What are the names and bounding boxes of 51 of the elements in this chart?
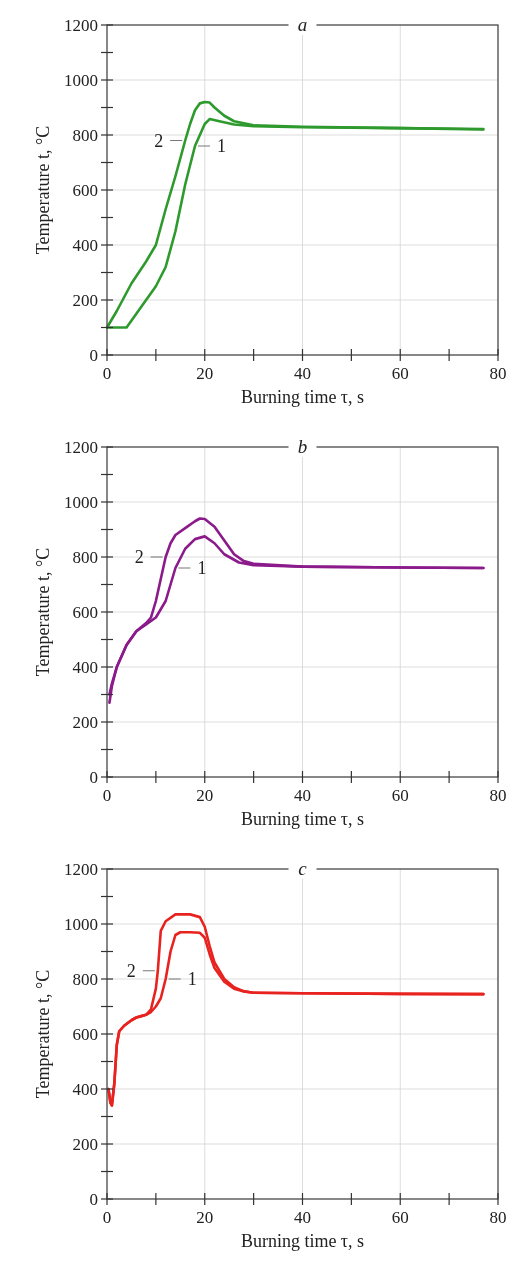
series-label: 1 <box>197 558 207 579</box>
x-tick-label: 40 <box>294 1208 311 1227</box>
y-axis-title: Temperature t, °C <box>33 547 53 677</box>
x-tick-label: 40 <box>294 364 311 383</box>
y-tick-label: 1200 <box>64 15 98 35</box>
x-tick-label: 20 <box>196 1208 214 1227</box>
x-tick-label: 0 <box>102 1208 112 1227</box>
series-label: 2 <box>134 547 144 568</box>
x-axis-title: Burning time τ, s <box>240 1231 365 1251</box>
y-tick-label: 800 <box>72 125 98 145</box>
y-tick-label: 600 <box>72 180 98 200</box>
x-tick-label: 80 <box>489 364 507 383</box>
x-tick-label: 0 <box>102 364 112 383</box>
y-axis-title: Temperature t, °C <box>33 125 53 255</box>
y-tick-label: 200 <box>72 712 98 732</box>
y-tick-label: 800 <box>72 547 98 567</box>
x-tick-label: 0 <box>102 786 112 805</box>
x-tick-label: 40 <box>294 786 311 805</box>
series-label: 1 <box>187 969 197 990</box>
x-tick-label: 80 <box>489 786 507 805</box>
y-tick-label: 1000 <box>64 914 98 934</box>
y-tick-label: 600 <box>72 602 98 622</box>
x-tick-label: 20 <box>196 786 214 805</box>
x-tick-label: 80 <box>489 1208 507 1227</box>
y-tick-label: 0 <box>89 1189 98 1209</box>
y-tick-label: 1000 <box>64 492 98 512</box>
x-tick-label: 60 <box>391 364 409 383</box>
y-tick-label: 400 <box>72 657 98 677</box>
y-tick-label: 1200 <box>64 437 98 457</box>
series-label: 2 <box>154 130 164 151</box>
chart-title: c <box>298 858 308 879</box>
chart-title: a <box>297 14 308 35</box>
y-axis-title: Temperature t, °C <box>33 969 53 1099</box>
y-tick-label: 200 <box>72 290 98 310</box>
x-tick-label: 60 <box>391 786 409 805</box>
x-axis-title: Burning time τ, s <box>240 809 365 829</box>
series-label: 2 <box>126 961 136 982</box>
y-tick-label: 1200 <box>64 859 98 879</box>
y-tick-label: 0 <box>89 767 98 787</box>
y-tick-label: 800 <box>72 969 98 989</box>
y-tick-label: 400 <box>72 235 98 255</box>
y-tick-label: 0 <box>89 345 98 365</box>
x-axis-title: Burning time τ, s <box>240 387 365 407</box>
y-tick-label: 200 <box>72 1134 98 1154</box>
series-label: 1 <box>216 136 226 157</box>
x-tick-label: 20 <box>196 364 214 383</box>
x-tick-label: 60 <box>391 1208 409 1227</box>
y-tick-label: 600 <box>72 1024 98 1044</box>
y-tick-label: 1000 <box>64 70 98 90</box>
y-tick-label: 400 <box>72 1079 98 1099</box>
chart-title: b <box>297 436 308 457</box>
